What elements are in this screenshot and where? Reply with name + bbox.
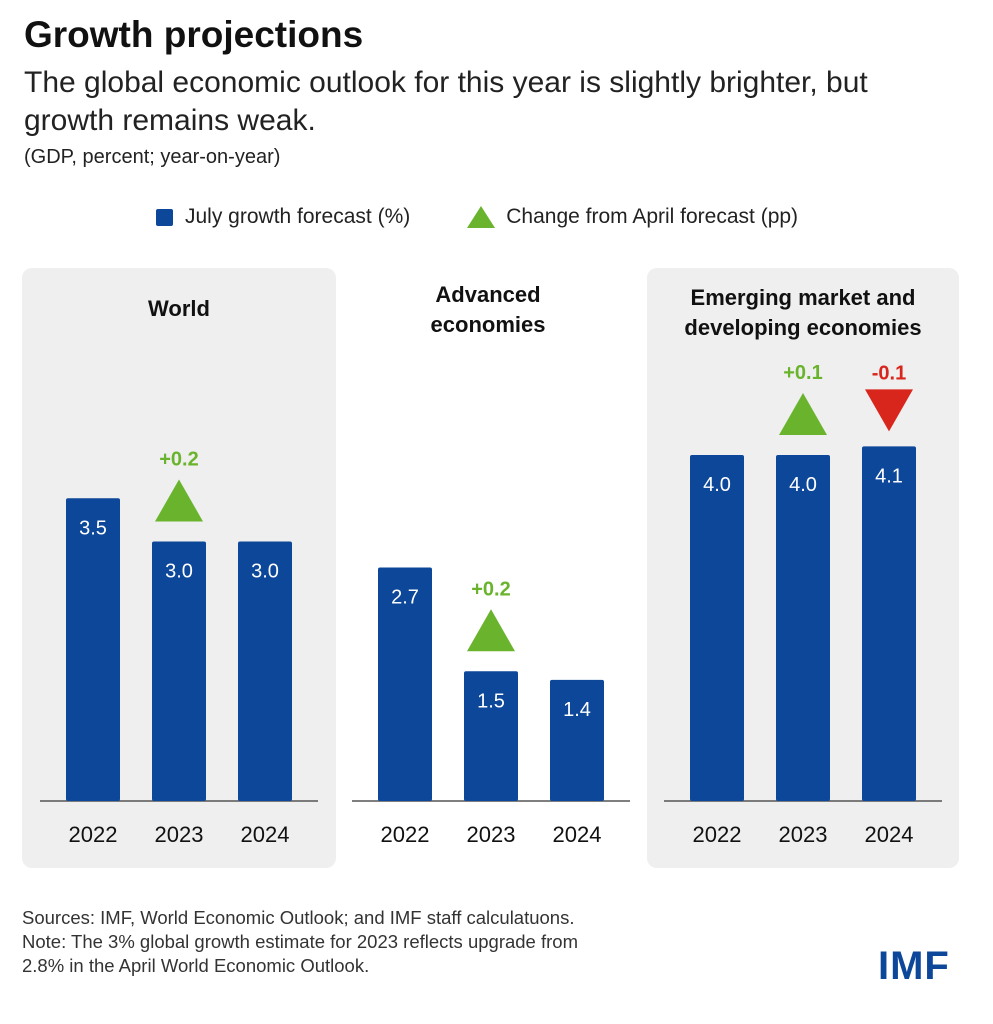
up-triangle-icon-emerging-2023 (779, 393, 827, 435)
tick-label-emerging-2023: 2023 (779, 822, 828, 847)
legend-forecast-label: July growth forecast (%) (185, 205, 411, 228)
bar-world-2024 (238, 541, 292, 801)
value-label-emerging-2024: 4.1 (875, 465, 903, 487)
legend-bar-swatch (156, 208, 173, 226)
footer-sources: Sources: IMF, World Economic Outlook; an… (22, 907, 575, 928)
bar-advanced-2023 (464, 671, 518, 801)
bar-advanced-2022 (378, 567, 432, 801)
value-label-emerging-2022: 4.0 (703, 474, 731, 496)
value-label-advanced-2022: 2.7 (391, 586, 419, 608)
value-label-world-2022: 3.5 (79, 517, 107, 539)
units-note: (GDP, percent; year-on-year) (24, 146, 281, 168)
legend-change-label: Change from April forecast (pp) (506, 205, 799, 228)
panel-title-emerging: Emerging market and developing economies (684, 285, 922, 340)
page-title: Growth projections (24, 14, 364, 55)
value-label-advanced-2024: 1.4 (563, 699, 591, 721)
change-label-advanced-2023: +0.2 (471, 578, 510, 600)
footer-note-line1: Note: The 3% global growth estimate for … (22, 931, 578, 952)
page-subtitle: The global economic outlook for this yea… (24, 66, 868, 137)
imf-logo: IMF (878, 944, 950, 988)
value-label-world-2024: 3.0 (251, 561, 279, 583)
value-label-emerging-2023: 4.0 (789, 474, 817, 496)
bar-emerging-2022 (690, 455, 744, 801)
tick-label-world-2023: 2023 (155, 822, 204, 847)
bar-advanced-2024 (550, 679, 604, 801)
value-label-advanced-2023: 1.5 (477, 690, 505, 712)
bar-emerging-2023 (776, 455, 830, 801)
tick-label-advanced-2022: 2022 (381, 822, 430, 847)
bar-emerging-2024 (862, 446, 916, 801)
bar-world-2023 (152, 541, 206, 801)
panel-title-world: World (148, 296, 210, 321)
down-triangle-icon-emerging-2024 (865, 389, 913, 432)
footer-note-line2: 2.8% in the April World Economic Outlook… (22, 955, 370, 976)
panel-title-advanced: Advanced economies (430, 282, 546, 337)
tick-label-emerging-2024: 2024 (865, 822, 914, 847)
change-label-emerging-2023: +0.1 (783, 362, 822, 384)
tick-label-emerging-2022: 2022 (693, 822, 742, 847)
legend-triangle-icon (467, 206, 496, 228)
value-label-world-2023: 3.0 (165, 561, 193, 583)
bar-world-2022 (66, 498, 120, 801)
up-triangle-icon-advanced-2023 (467, 609, 515, 652)
tick-label-world-2024: 2024 (241, 822, 290, 847)
legend: July growth forecast (%) Change from Apr… (156, 204, 798, 230)
change-label-emerging-2024: -0.1 (872, 362, 906, 384)
footer: Sources: IMF, World Economic Outlook; an… (22, 906, 722, 978)
up-triangle-icon-world-2023 (155, 479, 203, 522)
tick-label-world-2022: 2022 (69, 822, 118, 847)
tick-label-advanced-2023: 2023 (467, 822, 516, 847)
change-label-world-2023: +0.2 (159, 449, 198, 471)
tick-label-advanced-2024: 2024 (553, 822, 602, 847)
